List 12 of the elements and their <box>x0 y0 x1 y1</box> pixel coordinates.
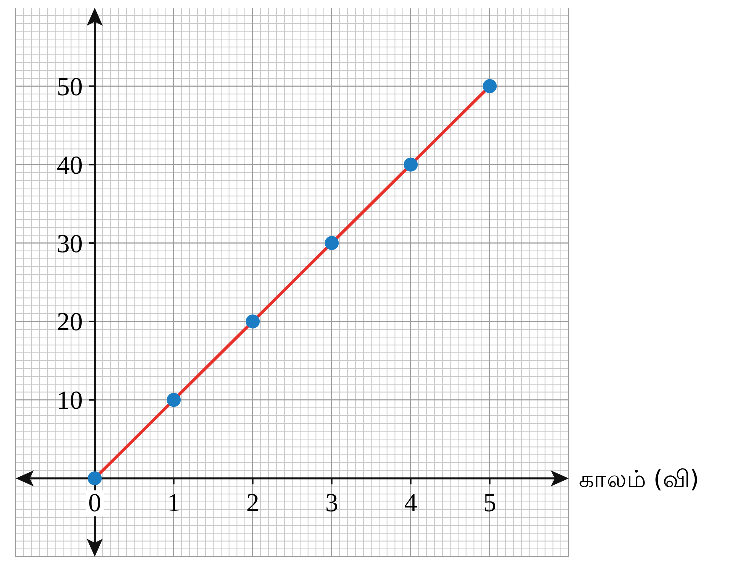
x-tick-label: 2 <box>246 488 260 518</box>
x-axis-title: காலம் (வி) <box>579 466 700 494</box>
x-tick-label: 4 <box>404 488 418 518</box>
y-tick-label: 10 <box>57 386 83 416</box>
x-tick-label: 5 <box>484 488 496 518</box>
y-tick-label: 30 <box>57 229 83 258</box>
x-tick-label: 3 <box>326 488 338 518</box>
y-tick-label: 50 <box>57 72 83 102</box>
x-tick-label: 0 <box>88 488 102 518</box>
y-tick-label: 20 <box>57 308 83 337</box>
y-tick-label: 40 <box>57 150 83 180</box>
x-tick-label: 1 <box>168 488 180 518</box>
